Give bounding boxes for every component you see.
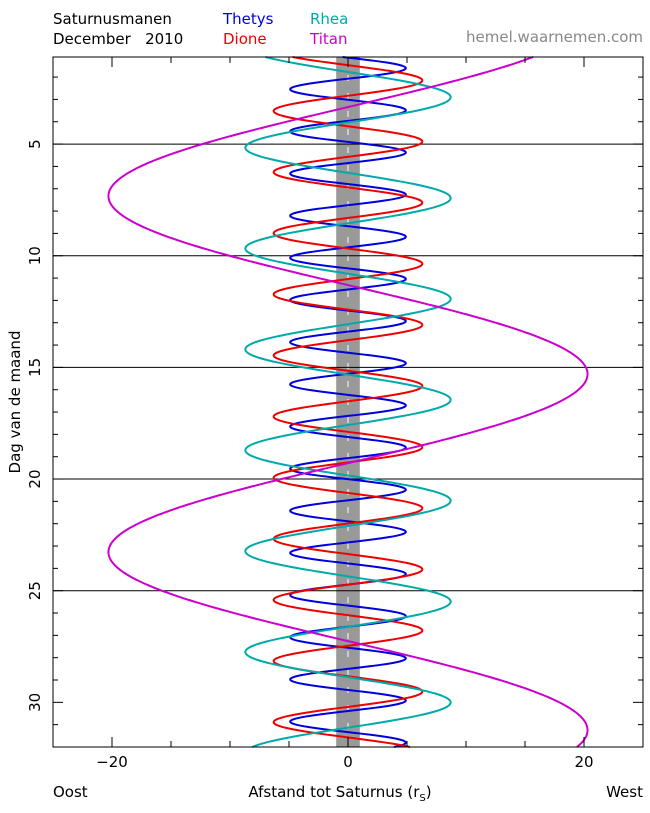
- series-dione: [272, 56, 424, 748]
- y-tick-label: 30: [26, 693, 44, 712]
- legend-thetys: Thetys: [222, 10, 274, 28]
- x-axis-label-close: ): [426, 783, 432, 801]
- y-tick-label: 20: [26, 469, 44, 488]
- x-axis-label-sub: S: [419, 793, 425, 804]
- y-tick-label: 15: [26, 358, 44, 377]
- x-tick-label: 0: [343, 753, 353, 771]
- legend-titan: Titan: [309, 30, 347, 48]
- website-credit: hemel.waarnemen.com: [466, 28, 643, 46]
- legend-rhea: Rhea: [310, 10, 348, 28]
- y-tick-label: 5: [26, 139, 44, 149]
- y-axis-label: Dag van de maand: [6, 331, 24, 474]
- x-tick-label: 20: [574, 753, 593, 771]
- x-tick-label: −20: [96, 753, 128, 771]
- y-tick-label: 10: [26, 246, 44, 265]
- chart-title-line2: December 2010: [53, 30, 183, 48]
- east-label: Oost: [53, 783, 88, 801]
- legend-dione: Dione: [223, 30, 267, 48]
- y-tick-label: 25: [26, 581, 44, 600]
- west-label: West: [606, 783, 643, 801]
- x-axis-label: Afstand tot Saturnus (rS): [248, 783, 431, 804]
- series-rhea: [244, 56, 452, 748]
- chart-title-line1: Saturnusmanen: [53, 10, 172, 28]
- series-titan: [107, 56, 589, 748]
- x-axis-label-main: Afstand tot Saturnus (r: [248, 783, 420, 801]
